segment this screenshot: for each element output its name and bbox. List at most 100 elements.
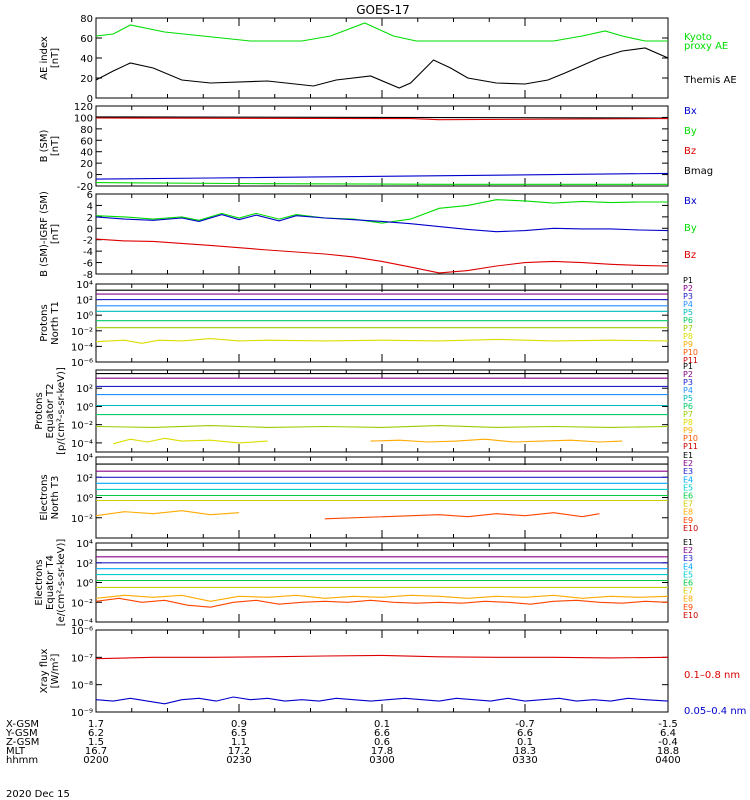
y-tick-label: 10⁻⁹ (71, 708, 93, 719)
legend-label: E9 (683, 516, 693, 525)
legend-label: P6 (683, 402, 693, 411)
y-tick-label: 100 (74, 113, 93, 124)
legend-label: Bz (684, 250, 696, 261)
panel-frame (95, 193, 669, 275)
x-axis-value: 1.7 (88, 719, 104, 730)
legend-label: E3 (683, 554, 693, 563)
y-tick-label: 0 (87, 94, 93, 105)
x-axis-value: 17.2 (228, 746, 250, 757)
y-tick-label: 60 (80, 136, 93, 147)
y-tick-label: 10⁴ (76, 453, 93, 464)
y-axis-label-line: Xray flux (39, 649, 50, 694)
legend-label: P3 (683, 292, 693, 301)
y-tick-label: 0 (87, 171, 93, 182)
panel-xray: 10⁻⁶ 10⁻⁷ 10⁻⁸ 10⁻⁹ Xray flux [W/m²] 0.1–0.8 n… (39, 626, 746, 719)
y-axis-label: Xray flux [W/m²] (39, 649, 61, 694)
x-axis-value: 6.4 (660, 728, 676, 739)
legend-label: P9 (683, 426, 693, 435)
legend-label: P2 (683, 370, 693, 379)
y-axis-label-line: Equator T2 (45, 384, 56, 439)
legend-label: E2 (683, 459, 693, 468)
legend-label: Bz (684, 146, 696, 157)
legend-label: 0.05–0.4 nm (684, 706, 746, 717)
x-axis-value: 18.3 (514, 746, 536, 757)
y-axis-label-line: [e/(cm²-s-sr-keV)] (56, 539, 67, 627)
series-line-p9 (370, 438, 623, 443)
series-line-e8 (96, 510, 240, 517)
x-axis-value: 6.5 (231, 728, 247, 739)
legend-label: P8 (683, 332, 693, 341)
y-axis-label: Protons North T1 (39, 301, 61, 345)
legend-label: E8 (683, 595, 693, 604)
x-axis-value: 0.6 (374, 737, 390, 748)
date-label: 2020 Dec 15 (6, 789, 70, 800)
legend-label: P4 (683, 300, 693, 309)
y-tick-label: 10² (76, 559, 93, 570)
legend-label: Kyoto (684, 32, 712, 43)
legend-label: E5 (683, 570, 693, 579)
y-axis-label-line: Protons (39, 304, 50, 341)
series-line-bz (96, 117, 668, 121)
legend-label: Bmag (684, 166, 713, 177)
x-axis-row-label: hhmm (6, 755, 38, 766)
legend-label: P1 (683, 362, 693, 371)
legend-label: Themis AE (683, 75, 737, 86)
y-tick-label: 10⁰ (76, 579, 93, 590)
legend-label: P5 (683, 394, 693, 403)
series-line-by (96, 199, 668, 224)
series-line-bx (96, 172, 668, 180)
series-line-e9 (324, 512, 600, 520)
y-tick-label: 0 (87, 224, 93, 235)
y-axis-label-line: North T3 (50, 476, 61, 520)
y-tick-label: 80 (80, 125, 93, 136)
y-tick-label: 120 (74, 102, 93, 113)
y-tick-label: 10⁻⁴ (71, 342, 93, 353)
y-tick-label: 10⁻⁷ (71, 653, 93, 664)
legend-label: P11 (683, 356, 698, 365)
x-axis-value: 1.5 (88, 737, 104, 748)
legend-label: P10 (683, 348, 698, 357)
legend-label: P1 (683, 276, 693, 285)
legend-label: E4 (683, 475, 693, 484)
y-tick-label: 10⁰ (76, 311, 93, 322)
series-line-p7 (96, 425, 668, 428)
y-axis-label-line: [nT] (50, 48, 61, 68)
legend-label: P8 (683, 418, 693, 427)
panel-frame (95, 283, 669, 363)
y-axis-label-line: [W/m²] (50, 653, 61, 688)
y-axis-label: B (SM) [nT] (39, 129, 61, 162)
legend-label: proxy AE (684, 41, 728, 52)
y-tick-label: 10² (76, 384, 93, 395)
y-axis-label-line: Protons (34, 392, 45, 429)
y-axis-label-line: AE index (39, 36, 50, 80)
x-axis-value: 0.1 (517, 737, 533, 748)
y-tick-label: 10² (76, 296, 93, 307)
y-axis-label-line: Electrons (39, 474, 50, 520)
y-tick-label: 10⁴ (76, 280, 93, 291)
y-tick-label: 10⁻² (71, 421, 93, 432)
x-axis-value: 0230 (226, 755, 251, 766)
x-axis-value: 0200 (83, 755, 108, 766)
series-line-e8 (96, 594, 668, 602)
legend-label: E1 (683, 538, 693, 547)
legend-label: P2 (683, 284, 693, 293)
y-tick-label: -4 (83, 247, 93, 258)
series-line-bmag (96, 116, 668, 119)
legend-label: E5 (683, 483, 693, 492)
legend-label: E7 (683, 587, 693, 596)
y-axis-label-line: [nT] (50, 136, 61, 156)
panel-ee: 10⁴ 10² 10⁰ 10⁻² 10⁻⁴ Electrons Equator T4 [e/(… (34, 538, 698, 629)
panel-pe: 10² 10⁰ 10⁻² 10⁻⁴ Protons Equator T2 [p/(cm²-s… (34, 362, 698, 455)
legend-label: By (684, 126, 697, 137)
y-tick-label: 10⁻² (71, 514, 93, 525)
series-line-p8 (96, 338, 668, 344)
y-tick-label: 10⁻⁴ (71, 439, 93, 450)
legend-label: P5 (683, 308, 693, 317)
y-tick-label: -2 (83, 236, 93, 247)
legend-label: E4 (683, 562, 693, 571)
